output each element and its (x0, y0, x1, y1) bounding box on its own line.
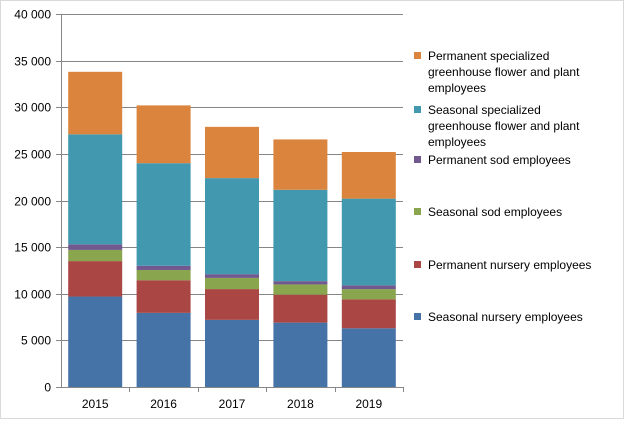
legend-swatch (414, 106, 421, 113)
bar-segment (273, 294, 328, 323)
bar-segment (205, 289, 259, 320)
y-tick-label: 15 000 (14, 241, 51, 255)
y-tick-label: 10 000 (14, 288, 51, 302)
legend-label: employees (428, 135, 486, 149)
y-tick-label: 30 000 (14, 101, 51, 115)
bar-segment (68, 296, 123, 387)
legend-label: Seasonal nursery employees (428, 310, 583, 324)
bar-segment (341, 328, 396, 387)
bar-segment (341, 198, 396, 286)
y-tick-label: 25 000 (14, 148, 51, 162)
bar-segment (205, 274, 259, 278)
legend-label: Seasonal specialized (428, 103, 541, 117)
bar-segment (68, 71, 123, 135)
y-tick-label: 5 000 (21, 334, 51, 348)
legend-label: Permanent sod employees (428, 153, 571, 167)
bar-segment (68, 261, 123, 297)
legend-swatch (414, 261, 421, 268)
bar-segment (136, 269, 191, 281)
legend-label: Seasonal sod employees (428, 205, 562, 219)
x-tick-label: 2015 (82, 397, 109, 411)
legend-swatch (414, 208, 421, 215)
bar-segment (205, 178, 259, 275)
y-tick-label: 20 000 (14, 195, 51, 209)
y-tick-label: 40 000 (14, 8, 51, 22)
legend: Permanent specialized greenhouse flower a… (414, 49, 591, 324)
x-tick-label: 2019 (355, 397, 382, 411)
bar-segment (136, 280, 191, 313)
legend-label: greenhouse flower and plant (428, 119, 580, 133)
legend-label: Permanent nursery employees (428, 258, 591, 272)
bar-segment (205, 126, 259, 179)
bar-segment (136, 312, 191, 387)
bar-segment (68, 244, 123, 250)
y-tick-label: 0 (44, 381, 51, 395)
bar-segment (273, 139, 328, 190)
legend-label: Permanent specialized (428, 49, 549, 63)
legend-label: employees (428, 81, 486, 95)
x-tick-label: 2017 (219, 397, 246, 411)
tick-labels: 0 5 000 10 000 15 000 20 000 25 000 30 000 35 0… (14, 8, 382, 412)
bar-segment (273, 281, 328, 285)
bar-segment (205, 319, 259, 387)
bar-segment (341, 285, 396, 290)
bar-segment (341, 152, 396, 199)
legend-label: greenhouse flower and plant (428, 65, 580, 79)
bar-segment (273, 189, 328, 282)
bar-segment (341, 289, 396, 300)
bar-segment (68, 134, 123, 245)
bar-segment (341, 299, 396, 329)
bar-segment (273, 322, 328, 387)
bars (68, 71, 396, 387)
bar-segment (136, 163, 191, 266)
legend-swatch (414, 313, 421, 320)
bar-segment (136, 265, 191, 270)
bar-segment (68, 249, 123, 262)
legend-swatch (414, 156, 421, 163)
bar-segment (205, 277, 259, 290)
legend-swatch (414, 52, 421, 59)
bar-segment (273, 284, 328, 295)
axes (56, 14, 404, 392)
y-tick-label: 35 000 (14, 55, 51, 69)
bar-segment (136, 105, 191, 164)
x-tick-label: 2016 (150, 397, 177, 411)
x-tick-label: 2018 (287, 397, 314, 411)
